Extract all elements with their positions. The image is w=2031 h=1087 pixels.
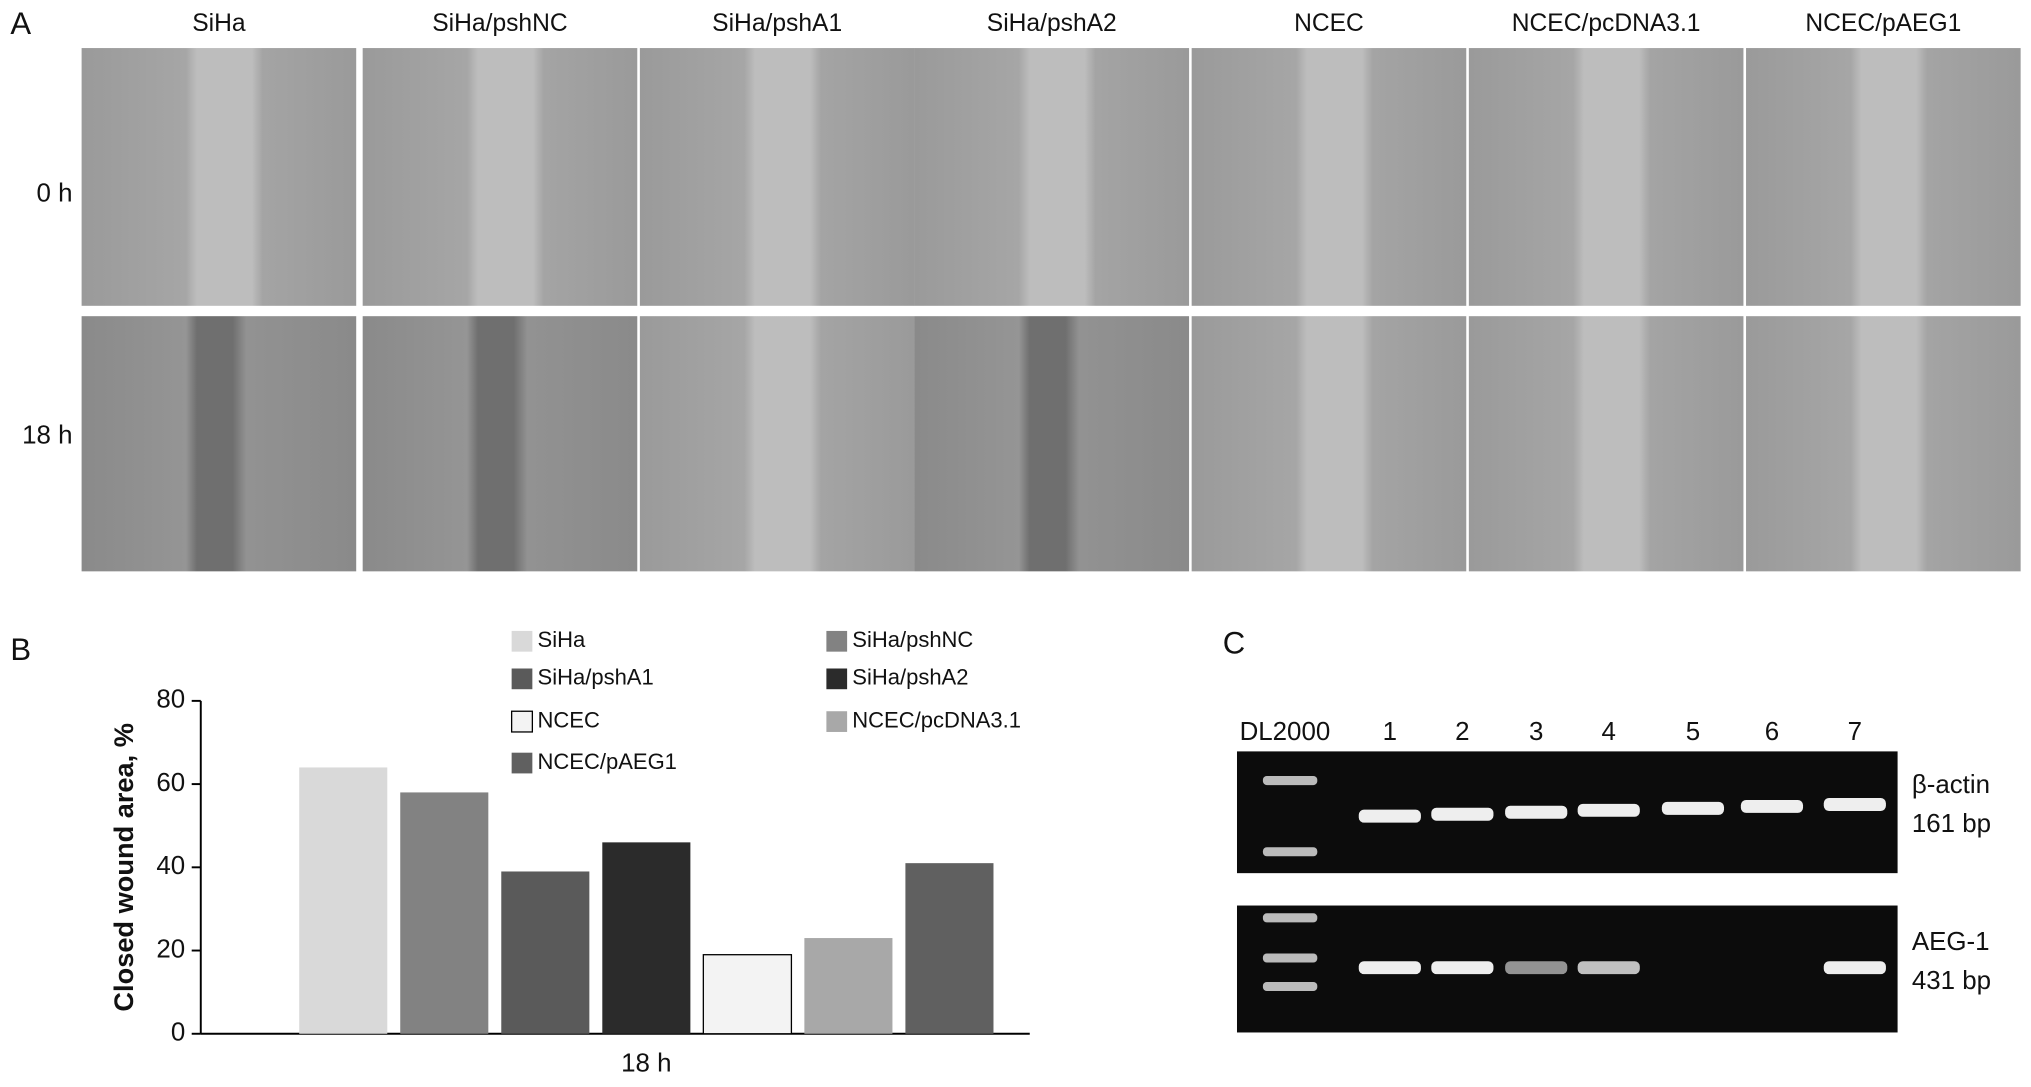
panel-label: B [10,632,31,667]
bar [905,863,994,1034]
legend-label: SiHa/pshNC [852,627,973,652]
legend-swatch [511,630,533,652]
lane-label: 4 [1602,718,1616,746]
legend-swatch [826,668,848,690]
ladder-band [1262,981,1318,992]
ladder-band [1262,953,1318,963]
micrograph [639,48,915,306]
micrograph [1191,48,1467,306]
column-header: SiHa/pshA1 [712,10,842,37]
bar [501,871,590,1034]
micrograph [1468,316,1744,572]
gel-band [1740,799,1804,813]
legend-label: NCEC [538,707,600,732]
micrograph [1191,316,1467,572]
micrograph [362,48,638,306]
legend-swatch [510,710,534,733]
column-header: NCEC/pAEG1 [1805,10,1961,37]
x-tick-label: 18 h [621,1050,671,1078]
panel-label: A [10,6,31,41]
lane-label: 7 [1848,718,1862,746]
y-tick-label: 0 [171,1019,185,1047]
micrograph [1746,316,2021,572]
gene-label: AEG-1 [1912,928,1990,956]
gel-band [1505,961,1568,975]
bar [804,938,893,1034]
gene-label: β-actin [1912,771,1990,799]
micrograph [1468,48,1744,306]
y-tick-label: 60 [156,769,185,797]
lane-label: 5 [1686,718,1700,746]
legend-swatch [511,668,533,690]
legend-swatch [826,711,848,732]
gel-band [1823,961,1886,975]
bar [702,954,793,1035]
gel-band [1358,961,1421,975]
column-header: NCEC [1294,10,1364,37]
micrograph [914,48,1190,306]
bar [400,792,489,1034]
gel-band [1661,801,1725,815]
size-label: 431 bp [1912,967,1991,995]
micrograph [362,316,638,572]
y-axis-label: Closed wound area, % [108,723,139,1012]
row-label: 0 h [37,179,73,207]
micrograph [639,316,915,572]
legend-label: SiHa/pshA1 [538,665,654,690]
panel-a: SiHa SiHa/pshNC SiHa/pshA1 SiHa/pshA2 NCEC NC… [22,10,2021,572]
column-header: SiHa/pshA2 [987,10,1117,37]
gel-band [1358,809,1421,823]
lane-label: DL2000 [1240,718,1331,746]
bar [299,767,388,1034]
lane-label: 2 [1455,718,1469,746]
panel-c: DL2000 1 2 3 4 5 6 7 β-actin 161 bp AEG-1 431 bp [1236,718,1991,1033]
legend-label: NCEC/pAEG1 [538,749,677,774]
y-tick-label: 40 [156,852,185,880]
legend-label: SiHa/pshA2 [852,665,968,690]
row-label: 18 h [22,421,72,449]
legend-swatch [511,752,533,774]
micrograph [81,48,357,306]
size-label: 161 bp [1912,810,1991,838]
micrograph [914,316,1190,572]
gel-band [1577,961,1640,975]
column-header: NCEC/pcDNA3.1 [1512,10,1701,37]
panel-b: 0 20 40 60 80 Closed wound area, % 18 h SiHa SiH… [108,627,1030,1078]
column-header: SiHa/pshNC [432,10,567,37]
y-tick-label: 20 [156,935,185,963]
legend-label: SiHa [538,627,586,652]
y-tick-label: 80 [156,686,185,714]
legend-swatch [826,630,848,652]
lane-label: 3 [1529,718,1543,746]
gel-band [1431,807,1494,821]
gel-band [1823,798,1886,811]
lane-label: 6 [1765,718,1779,746]
gel-band [1431,961,1494,975]
panel-label: C [1223,625,1245,660]
legend-label: NCEC/pcDNA3.1 [852,707,1021,732]
ladder-band [1262,913,1318,923]
ladder-band [1262,776,1318,786]
column-header: SiHa [192,10,246,37]
gel-band [1577,803,1640,817]
micrograph [81,316,357,572]
bar [602,842,691,1034]
gel-band [1505,805,1568,819]
micrograph [1746,48,2021,306]
ladder-band [1262,847,1318,857]
lane-label: 1 [1383,718,1397,746]
